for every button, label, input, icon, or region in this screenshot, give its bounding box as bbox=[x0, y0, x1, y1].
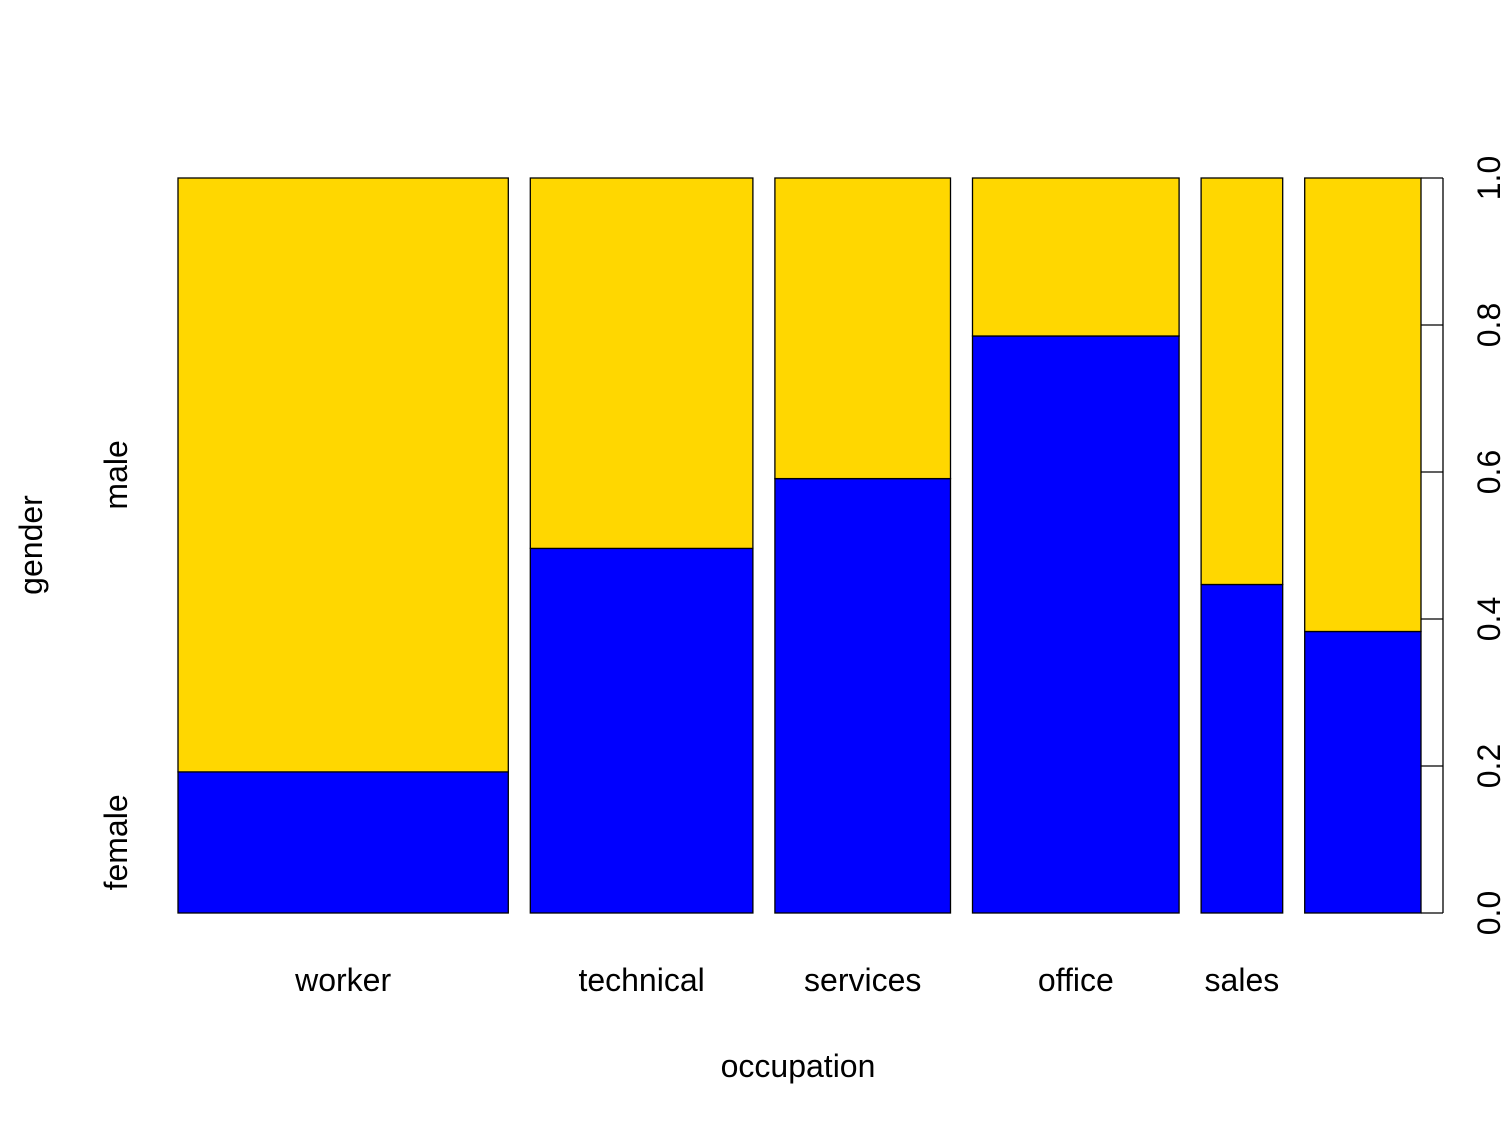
y-tick-label-1.0: 1.0 bbox=[1471, 156, 1507, 200]
y-tick-label-0.2: 0.2 bbox=[1471, 744, 1507, 788]
category-label-services: services bbox=[804, 962, 921, 998]
bar-segment-male-office bbox=[971, 177, 1180, 337]
bar-segment-male-worker bbox=[177, 177, 509, 773]
bar-segment-male-technical bbox=[529, 177, 754, 550]
category-label-group: worker technical services office sales bbox=[294, 962, 1279, 998]
bar-segment-female-technical bbox=[529, 547, 754, 914]
y-tick-label-0.6: 0.6 bbox=[1471, 450, 1507, 494]
bar-segment-male-category-6 bbox=[1304, 177, 1422, 633]
y-axis-title: gender bbox=[13, 495, 49, 595]
category-label-worker: worker bbox=[294, 962, 391, 998]
bar-segment-male-sales bbox=[1200, 177, 1284, 586]
level-label-male: male bbox=[98, 440, 134, 509]
y-tick-label-0.8: 0.8 bbox=[1471, 303, 1507, 347]
bar-segment-female-worker bbox=[177, 771, 509, 914]
category-label-sales: sales bbox=[1205, 962, 1280, 998]
bar-segment-female-category-6 bbox=[1304, 630, 1422, 914]
category-label-office: office bbox=[1038, 962, 1114, 998]
bar-group bbox=[177, 177, 1422, 914]
bar-segment-male-services bbox=[774, 177, 952, 480]
x-axis-title: occupation bbox=[721, 1048, 876, 1084]
bar-segment-female-sales bbox=[1200, 583, 1284, 914]
level-label-female: female bbox=[98, 794, 134, 890]
y-axis: 0.0 0.2 0.4 0.6 0.8 1.0 bbox=[1421, 156, 1507, 935]
y-tick-label-0.0: 0.0 bbox=[1471, 891, 1507, 935]
category-label-technical: technical bbox=[578, 962, 704, 998]
bar-segment-female-services bbox=[774, 477, 952, 914]
bar-segment-female-office bbox=[971, 335, 1180, 914]
y-tick-label-0.4: 0.4 bbox=[1471, 597, 1507, 641]
gender-level-label-group: female male bbox=[98, 440, 134, 890]
